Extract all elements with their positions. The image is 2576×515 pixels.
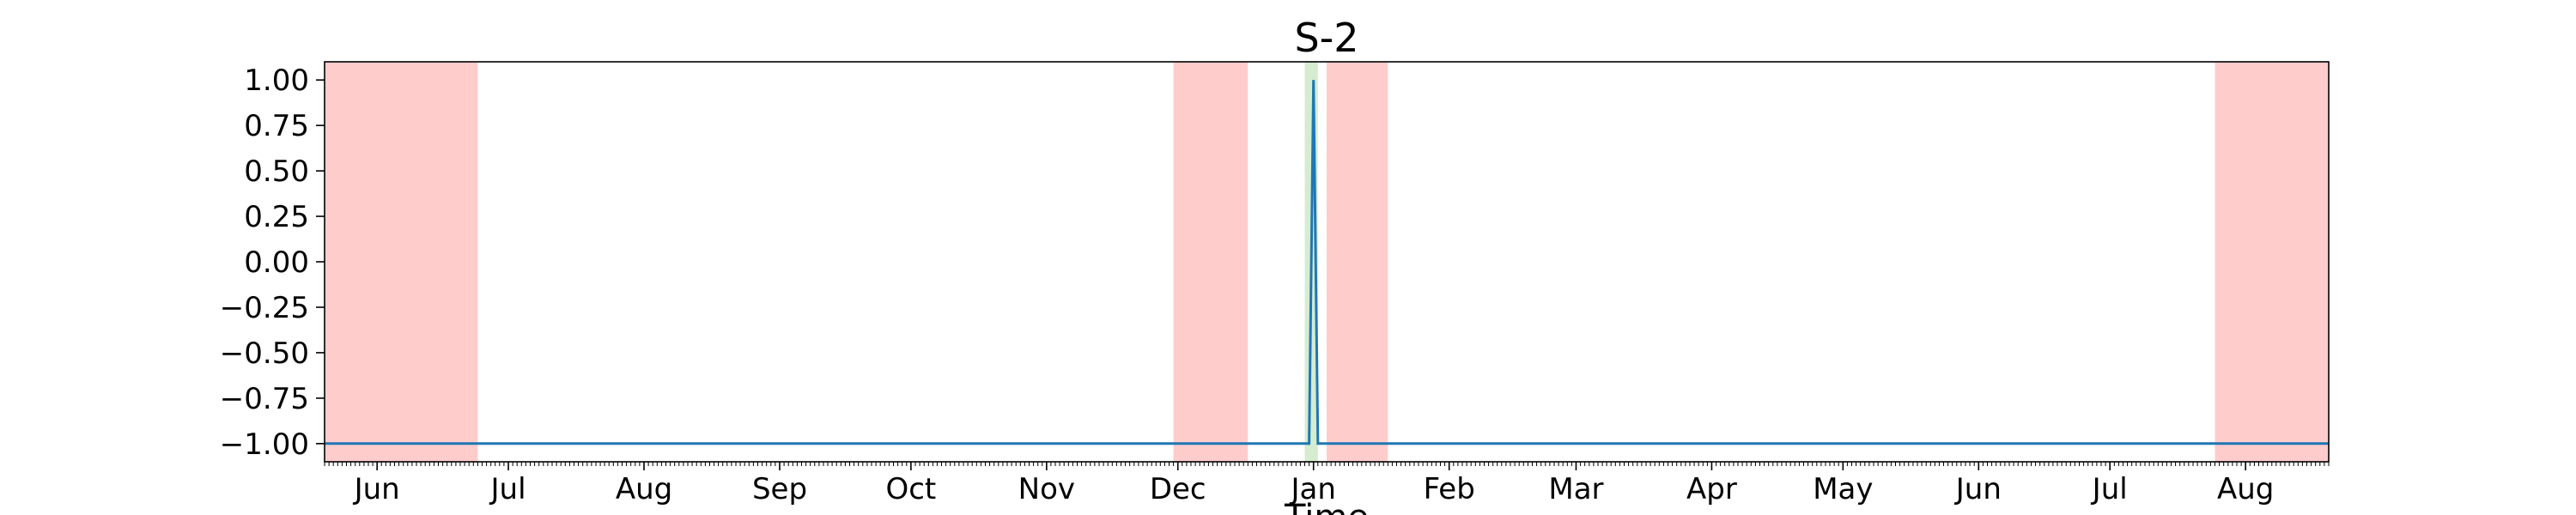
x-tick-label-13: Jul xyxy=(2091,472,2128,506)
y-tick-label-3: 0.25 xyxy=(244,200,309,234)
x-tick-label-9: Mar xyxy=(1548,472,1603,506)
x-tick-label-5: Nov xyxy=(1018,472,1075,506)
x-tick-label-6: Dec xyxy=(1150,472,1206,506)
shaded-regions xyxy=(325,62,2329,462)
x-axis: Jun Jul Aug Sep Oct Nov Dec Jan Feb Mar Apr May Jun J… xyxy=(324,462,2330,506)
y-tick-label-1: 0.75 xyxy=(244,109,309,143)
y-tick-label-8: −1.00 xyxy=(220,427,309,462)
x-tick-label-3: Sep xyxy=(752,472,807,506)
x-tick-label-4: Oct xyxy=(885,472,936,506)
x-tick-label-8: Feb xyxy=(1424,472,1475,506)
y-tick-label-5: −0.25 xyxy=(220,291,309,325)
x-tick-label-2: Aug xyxy=(616,472,672,506)
x-tick-label-14: Aug xyxy=(2217,472,2274,506)
x-tick-label-1: Jul xyxy=(489,472,526,506)
y-tick-label-4: 0.00 xyxy=(244,245,309,280)
y-tick-label-7: −0.75 xyxy=(220,382,309,416)
series-group xyxy=(325,80,2329,445)
x-axis-label: Time xyxy=(1284,498,1369,515)
red-region-0 xyxy=(325,62,478,462)
red-region-3 xyxy=(2215,62,2329,462)
series-line-0 xyxy=(325,80,2329,445)
y-tick-label-6: −0.50 xyxy=(220,336,309,371)
red-region-1 xyxy=(1173,62,1249,462)
x-tick-label-12: Jun xyxy=(1954,472,2002,506)
y-tick-label-0: 1.00 xyxy=(244,64,309,98)
red-region-2 xyxy=(1327,62,1388,462)
y-axis: 1.00 0.75 0.50 0.25 0.00 −0.25 −0.50 −0.75 −1.00 xyxy=(220,64,325,462)
x-tick-label-7: Jan xyxy=(1290,472,1336,506)
x-tick-label-11: May xyxy=(1813,472,1873,506)
x-tick-label-0: Jun xyxy=(353,472,400,506)
y-tick-label-2: 0.50 xyxy=(244,154,309,189)
x-tick-label-10: Apr xyxy=(1686,472,1737,506)
chart-title: S-2 xyxy=(1294,15,1358,61)
